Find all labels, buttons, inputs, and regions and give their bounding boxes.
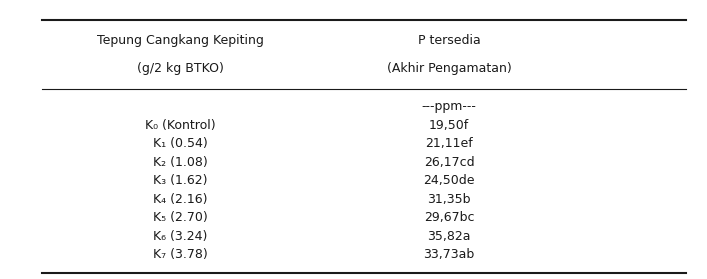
Text: 29,67bc: 29,67bc: [423, 211, 474, 224]
Text: 24,50de: 24,50de: [423, 174, 474, 187]
Text: K₄ (2.16): K₄ (2.16): [153, 193, 208, 206]
Text: K₃ (1.62): K₃ (1.62): [153, 174, 208, 187]
Text: 26,17cd: 26,17cd: [423, 156, 474, 169]
Text: (g/2 kg BTKO): (g/2 kg BTKO): [137, 62, 223, 75]
Text: K₅ (2.70): K₅ (2.70): [153, 211, 208, 224]
Text: K₀ (Kontrol): K₀ (Kontrol): [145, 119, 216, 132]
Text: K₂ (1.08): K₂ (1.08): [153, 156, 208, 169]
Text: 31,35b: 31,35b: [427, 193, 471, 206]
Text: K₇ (3.78): K₇ (3.78): [153, 248, 208, 261]
Text: P tersedia: P tersedia: [418, 34, 480, 47]
Text: 35,82a: 35,82a: [427, 230, 471, 242]
Text: 33,73ab: 33,73ab: [423, 248, 474, 261]
Text: Tepung Cangkang Kepiting: Tepung Cangkang Kepiting: [97, 34, 264, 47]
Text: 19,50f: 19,50f: [429, 119, 469, 132]
Text: ---ppm---: ---ppm---: [421, 100, 477, 112]
Text: (Akhir Pengamatan): (Akhir Pengamatan): [387, 62, 511, 75]
Text: 21,11ef: 21,11ef: [425, 138, 473, 150]
Text: K₁ (0.54): K₁ (0.54): [153, 138, 208, 150]
Text: K₆ (3.24): K₆ (3.24): [153, 230, 207, 242]
